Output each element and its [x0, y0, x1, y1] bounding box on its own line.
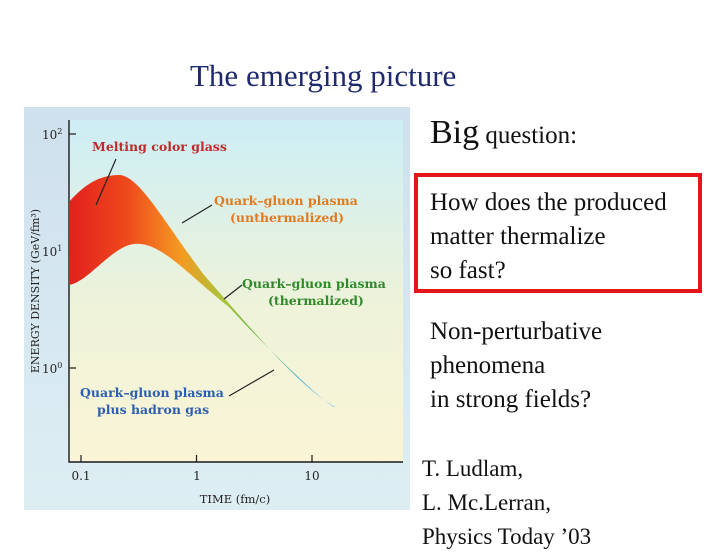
question1-line2: matter thermalize	[430, 223, 606, 250]
x-tick-label-1: 1	[193, 469, 201, 483]
question2-line3: in strong fields?	[430, 386, 592, 413]
arrow-qgp-unthermalized	[181, 204, 213, 224]
y-tick-label-10-1: 101	[42, 244, 62, 259]
annotation-qgp-hadron-gas: Quark–gluon plasma plus hadron gas	[80, 385, 224, 417]
question-thermalize: How does the produced matter thermalize …	[430, 186, 667, 288]
y-axis-label: ENERGY DENSITY (GeV/fm³)	[29, 209, 42, 373]
arrow-qgp-thermalized	[223, 284, 243, 300]
question1-line1: How does the produced	[430, 189, 667, 216]
citation-line2: L. Mc.Lerran,	[422, 490, 551, 515]
x-tick-label-0-1: 0.1	[71, 469, 90, 483]
question-non-perturbative: Non-perturbative phenomena in strong fie…	[430, 315, 602, 417]
citation-line3: Physics Today ’03	[422, 524, 592, 549]
annotation-qgp-thermalized: Quark–gluon plasma (thermalized)	[242, 276, 386, 308]
big-question-heading: Big question:	[430, 116, 577, 152]
highlight-box	[414, 173, 702, 293]
energy-density-chart: Melting color glass Quark–gluon plasma (u…	[24, 107, 410, 510]
x-tick-marks	[80, 455, 313, 462]
x-axis-label: TIME (fm/c)	[200, 492, 271, 506]
arrow-qgp-hadron-gas	[228, 369, 275, 397]
energy-density-band	[69, 175, 336, 407]
question-word: question:	[479, 122, 578, 149]
question1-line3: so fast?	[430, 257, 506, 284]
y-tick-label-10-0: 100	[42, 361, 62, 376]
citation-line1: T. Ludlam,	[422, 456, 524, 481]
annotation-melting-color-glass: Melting color glass	[92, 139, 227, 154]
x-tick-label-10: 10	[304, 469, 319, 483]
question2-line2: phenomena	[430, 352, 546, 379]
question2-line1: Non-perturbative	[430, 318, 603, 345]
slide-title: The emerging picture	[190, 58, 457, 93]
big-word: Big	[430, 114, 480, 151]
annotation-qgp-unthermalized: Quark–gluon plasma (unthermalized)	[214, 193, 358, 225]
arrow-melting-color-glass	[95, 158, 117, 206]
citation: T. Ludlam, L. Mc.Lerran, Physics Today ’…	[422, 452, 591, 554]
y-tick-label-10-2: 102	[42, 127, 62, 142]
